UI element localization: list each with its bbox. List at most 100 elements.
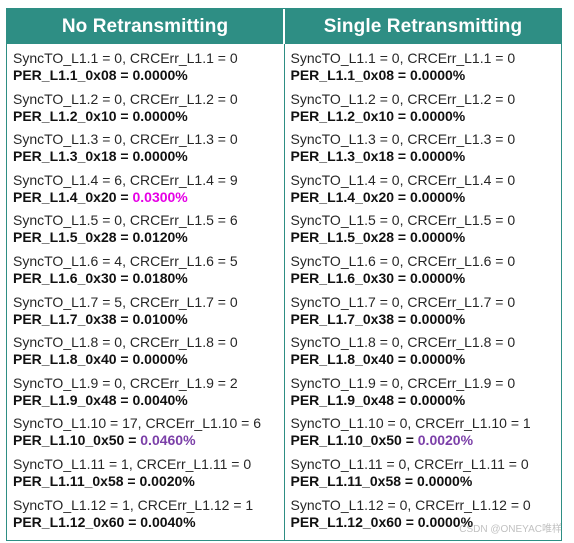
per-label: PER_L1.11_0x58 = bbox=[13, 472, 140, 489]
per-line: PER_L1.9_0x48 = 0.0000% bbox=[291, 392, 562, 409]
per-line: PER_L1.12_0x60 = 0.0040% bbox=[13, 514, 284, 531]
per-line: PER_L1.10_0x50 = 0.0020% bbox=[291, 432, 562, 449]
per-value: 0.0000% bbox=[409, 229, 466, 246]
per-label: PER_L1.2_0x10 = bbox=[290, 107, 410, 124]
sync-crc-text: SyncTO_L1.7 = 0, CRCErr_L1.7 = 0 bbox=[290, 293, 516, 310]
table-entry: SyncTO_L1.2 = 0, CRCErr_L1.2 = 0 PER_L1.2… bbox=[13, 91, 284, 132]
per-label: PER_L1.6_0x30 = bbox=[290, 269, 410, 286]
header-no-retransmitting: No Retransmitting bbox=[7, 9, 285, 44]
per-line: PER_L1.11_0x58 = 0.0020% bbox=[13, 473, 284, 490]
sync-crc-text: SyncTO_L1.4 = 6, CRCErr_L1.4 = 9 bbox=[13, 171, 238, 188]
sync-crc-text: SyncTO_L1.3 = 0, CRCErr_L1.3 = 0 bbox=[13, 131, 238, 148]
sync-crc-text: SyncTO_L1.3 = 0, CRCErr_L1.3 = 0 bbox=[290, 131, 516, 148]
per-line: PER_L1.8_0x40 = 0.0000% bbox=[13, 351, 284, 368]
table-entry: SyncTO_L1.8 = 0, CRCErr_L1.8 = 0 PER_L1.8… bbox=[13, 334, 284, 375]
sync-crc-text: SyncTO_L1.11 = 1, CRCErr_L1.11 = 0 bbox=[13, 455, 252, 472]
table-entry: SyncTO_L1.5 = 0, CRCErr_L1.5 = 0 PER_L1.5… bbox=[291, 212, 562, 253]
column-single-retransmitting: SyncTO_L1.1 = 0, CRCErr_L1.1 = 0 PER_L1.1… bbox=[285, 44, 562, 540]
table-entry: SyncTO_L1.4 = 0, CRCErr_L1.4 = 0 PER_L1.4… bbox=[291, 172, 562, 213]
sync-crc-text: SyncTO_L1.10 = 17, CRCErr_L1.10 = 6 bbox=[13, 415, 261, 432]
table-entry: SyncTO_L1.7 = 0, CRCErr_L1.7 = 0 PER_L1.7… bbox=[291, 294, 562, 335]
per-label: PER_L1.5_0x28 = bbox=[13, 229, 133, 246]
per-label: PER_L1.3_0x18 = bbox=[290, 148, 410, 165]
sync-crc-text: SyncTO_L1.8 = 0, CRCErr_L1.8 = 0 bbox=[13, 334, 238, 351]
table-entry: SyncTO_L1.1 = 0, CRCErr_L1.1 = 0 PER_L1.1… bbox=[13, 50, 284, 91]
per-value: 0.0000% bbox=[132, 67, 188, 83]
per-line: PER_L1.1_0x08 = 0.0000% bbox=[13, 67, 284, 84]
per-label: PER_L1.10_0x50 = bbox=[13, 432, 141, 449]
per-value: 0.0020% bbox=[417, 432, 474, 449]
header-single-retransmitting: Single Retransmitting bbox=[323, 15, 523, 37]
per-line: PER_L1.6_0x30 = 0.0000% bbox=[291, 270, 562, 287]
table-entry: SyncTO_L1.3 = 0, CRCErr_L1.3 = 0 PER_L1.3… bbox=[13, 131, 284, 172]
per-label: PER_L1.8_0x40 = bbox=[13, 351, 133, 368]
sync-crc-text: SyncTO_L1.12 = 0, CRCErr_L1.12 = 0 bbox=[290, 496, 531, 513]
table-entry: SyncTO_L1.11 = 0, CRCErr_L1.11 = 0 PER_L1… bbox=[291, 456, 562, 497]
per-line: PER_L1.10_0x50 = 0.0460% bbox=[13, 432, 284, 449]
per-line: PER_L1.6_0x30 = 0.0180% bbox=[13, 270, 284, 287]
per-label: PER_L1.9_0x48 = bbox=[290, 391, 410, 408]
per-value: 0.0100% bbox=[132, 310, 188, 327]
per-line: PER_L1.7_0x38 = 0.0000% bbox=[291, 311, 562, 328]
per-value: 0.0000% bbox=[409, 148, 466, 165]
table-header: No Retransmitting Single Retransmitting bbox=[7, 9, 561, 44]
sync-crc-text: SyncTO_L1.5 = 0, CRCErr_L1.5 = 6 bbox=[13, 212, 238, 229]
per-value: 0.0120% bbox=[132, 229, 188, 246]
per-label: PER_L1.11_0x58 = bbox=[290, 472, 417, 489]
sync-crc-text: SyncTO_L1.12 = 1, CRCErr_L1.12 = 1 bbox=[13, 496, 254, 513]
per-label: PER_L1.9_0x48 = bbox=[13, 391, 133, 408]
per-value: 0.0000% bbox=[417, 472, 473, 489]
per-label: PER_L1.4_0x20 = bbox=[290, 188, 410, 205]
sync-crc-text: SyncTO_L1.4 = 0, CRCErr_L1.4 = 0 bbox=[290, 171, 516, 188]
per-value: 0.0000% bbox=[409, 391, 466, 408]
per-value: 0.0000% bbox=[132, 107, 188, 124]
per-value: 0.0000% bbox=[409, 107, 466, 124]
table-entry: SyncTO_L1.10 = 0, CRCErr_L1.10 = 1 PER_L1… bbox=[291, 415, 562, 456]
table-entry: SyncTO_L1.10 = 17, CRCErr_L1.10 = 6 PER_L… bbox=[13, 415, 284, 456]
per-label: PER_L1.4_0x20 = bbox=[13, 188, 133, 205]
sync-crc-text: SyncTO_L1.7 = 5, CRCErr_L1.7 = 0 bbox=[13, 293, 238, 310]
table-entry: SyncTO_L1.2 = 0, CRCErr_L1.2 = 0 PER_L1.2… bbox=[291, 91, 562, 132]
per-value: 0.0040% bbox=[132, 391, 188, 408]
table-entry: SyncTO_L1.12 = 1, CRCErr_L1.12 = 1 PER_L1… bbox=[13, 497, 284, 538]
per-value: 0.0300% bbox=[132, 188, 188, 205]
per-line: PER_L1.11_0x58 = 0.0000% bbox=[291, 473, 562, 490]
per-label: PER_L1.6_0x30 = bbox=[13, 269, 133, 286]
per-label: PER_L1.7_0x38 = bbox=[13, 310, 133, 327]
per-value: 0.0180% bbox=[132, 269, 188, 286]
table-entry: SyncTO_L1.9 = 0, CRCErr_L1.9 = 0 PER_L1.9… bbox=[291, 375, 562, 416]
per-label: PER_L1.12_0x60 = bbox=[13, 513, 141, 530]
sync-crc-text: SyncTO_L1.5 = 0, CRCErr_L1.5 = 0 bbox=[290, 212, 516, 229]
per-line: PER_L1.7_0x38 = 0.0100% bbox=[13, 311, 284, 328]
sync-crc-text: SyncTO_L1.10 = 0, CRCErr_L1.10 = 1 bbox=[290, 415, 531, 432]
per-line: PER_L1.8_0x40 = 0.0000% bbox=[291, 351, 562, 368]
per-line: PER_L1.9_0x48 = 0.0040% bbox=[13, 392, 284, 409]
per-label: PER_L1.7_0x38 = bbox=[290, 310, 410, 327]
per-line: PER_L1.4_0x20 = 0.0000% bbox=[291, 189, 562, 206]
table-body: SyncTO_L1.1 = 0, CRCErr_L1.1 = 0 PER_L1.1… bbox=[7, 44, 562, 541]
sync-crc-text: SyncTO_L1.2 = 0, CRCErr_L1.2 = 0 bbox=[13, 90, 238, 107]
per-label: PER_L1.1_0x08 = bbox=[290, 67, 410, 83]
per-line: PER_L1.2_0x10 = 0.0000% bbox=[13, 108, 284, 125]
sync-crc-text: SyncTO_L1.9 = 0, CRCErr_L1.9 = 0 bbox=[290, 374, 516, 391]
sync-crc-text: SyncTO_L1.2 = 0, CRCErr_L1.2 = 0 bbox=[290, 90, 516, 107]
per-label: PER_L1.2_0x10 = bbox=[13, 107, 133, 124]
per-line: PER_L1.12_0x60 = 0.0000% bbox=[291, 514, 562, 531]
per-value: 0.0000% bbox=[409, 67, 466, 83]
sync-crc-text: SyncTO_L1.6 = 0, CRCErr_L1.6 = 0 bbox=[290, 252, 516, 269]
table-entry: SyncTO_L1.7 = 5, CRCErr_L1.7 = 0 PER_L1.7… bbox=[13, 294, 284, 335]
per-value: 0.0040% bbox=[140, 513, 196, 530]
retransmission-comparison-table: No Retransmitting Single Retransmitting … bbox=[6, 8, 562, 542]
per-label: PER_L1.5_0x28 = bbox=[290, 229, 410, 246]
per-value: 0.0000% bbox=[409, 188, 466, 205]
per-line: PER_L1.3_0x18 = 0.0000% bbox=[13, 148, 284, 165]
per-line: PER_L1.5_0x28 = 0.0120% bbox=[13, 229, 284, 246]
table-entry: SyncTO_L1.4 = 6, CRCErr_L1.4 = 9 PER_L1.4… bbox=[13, 172, 284, 213]
per-value: 0.0000% bbox=[409, 310, 466, 327]
per-value: 0.0000% bbox=[409, 351, 466, 368]
per-value: 0.0000% bbox=[409, 269, 466, 286]
per-line: PER_L1.3_0x18 = 0.0000% bbox=[291, 148, 562, 165]
sync-crc-text: SyncTO_L1.11 = 0, CRCErr_L1.11 = 0 bbox=[290, 455, 529, 472]
per-line: PER_L1.4_0x20 = 0.0300% bbox=[13, 189, 284, 206]
table-entry: SyncTO_L1.8 = 0, CRCErr_L1.8 = 0 PER_L1.8… bbox=[291, 334, 562, 375]
